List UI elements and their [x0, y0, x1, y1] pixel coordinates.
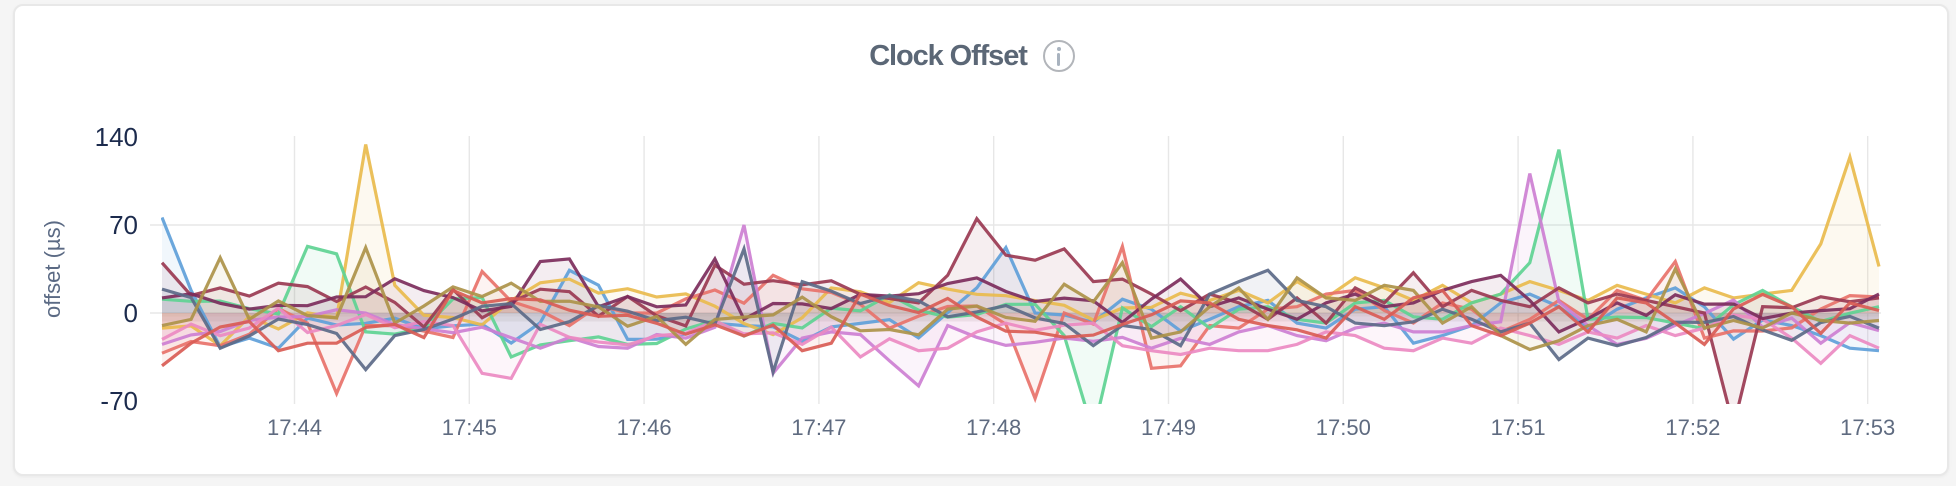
svg-text:17:46: 17:46 — [617, 415, 672, 440]
svg-text:17:52: 17:52 — [1665, 415, 1720, 440]
svg-text:17:53: 17:53 — [1840, 415, 1895, 440]
svg-text:17:48: 17:48 — [966, 415, 1021, 440]
svg-text:17:44: 17:44 — [267, 415, 322, 440]
svg-text:140: 140 — [95, 122, 138, 152]
svg-text:70: 70 — [109, 210, 138, 240]
svg-text:17:49: 17:49 — [1141, 415, 1196, 440]
svg-text:17:47: 17:47 — [791, 415, 846, 440]
svg-text:17:50: 17:50 — [1316, 415, 1371, 440]
svg-text:offset (µs): offset (µs) — [40, 220, 65, 318]
svg-text:17:45: 17:45 — [442, 415, 497, 440]
svg-text:17:51: 17:51 — [1491, 415, 1546, 440]
svg-text:0: 0 — [124, 298, 138, 328]
svg-text:-70: -70 — [100, 386, 138, 416]
